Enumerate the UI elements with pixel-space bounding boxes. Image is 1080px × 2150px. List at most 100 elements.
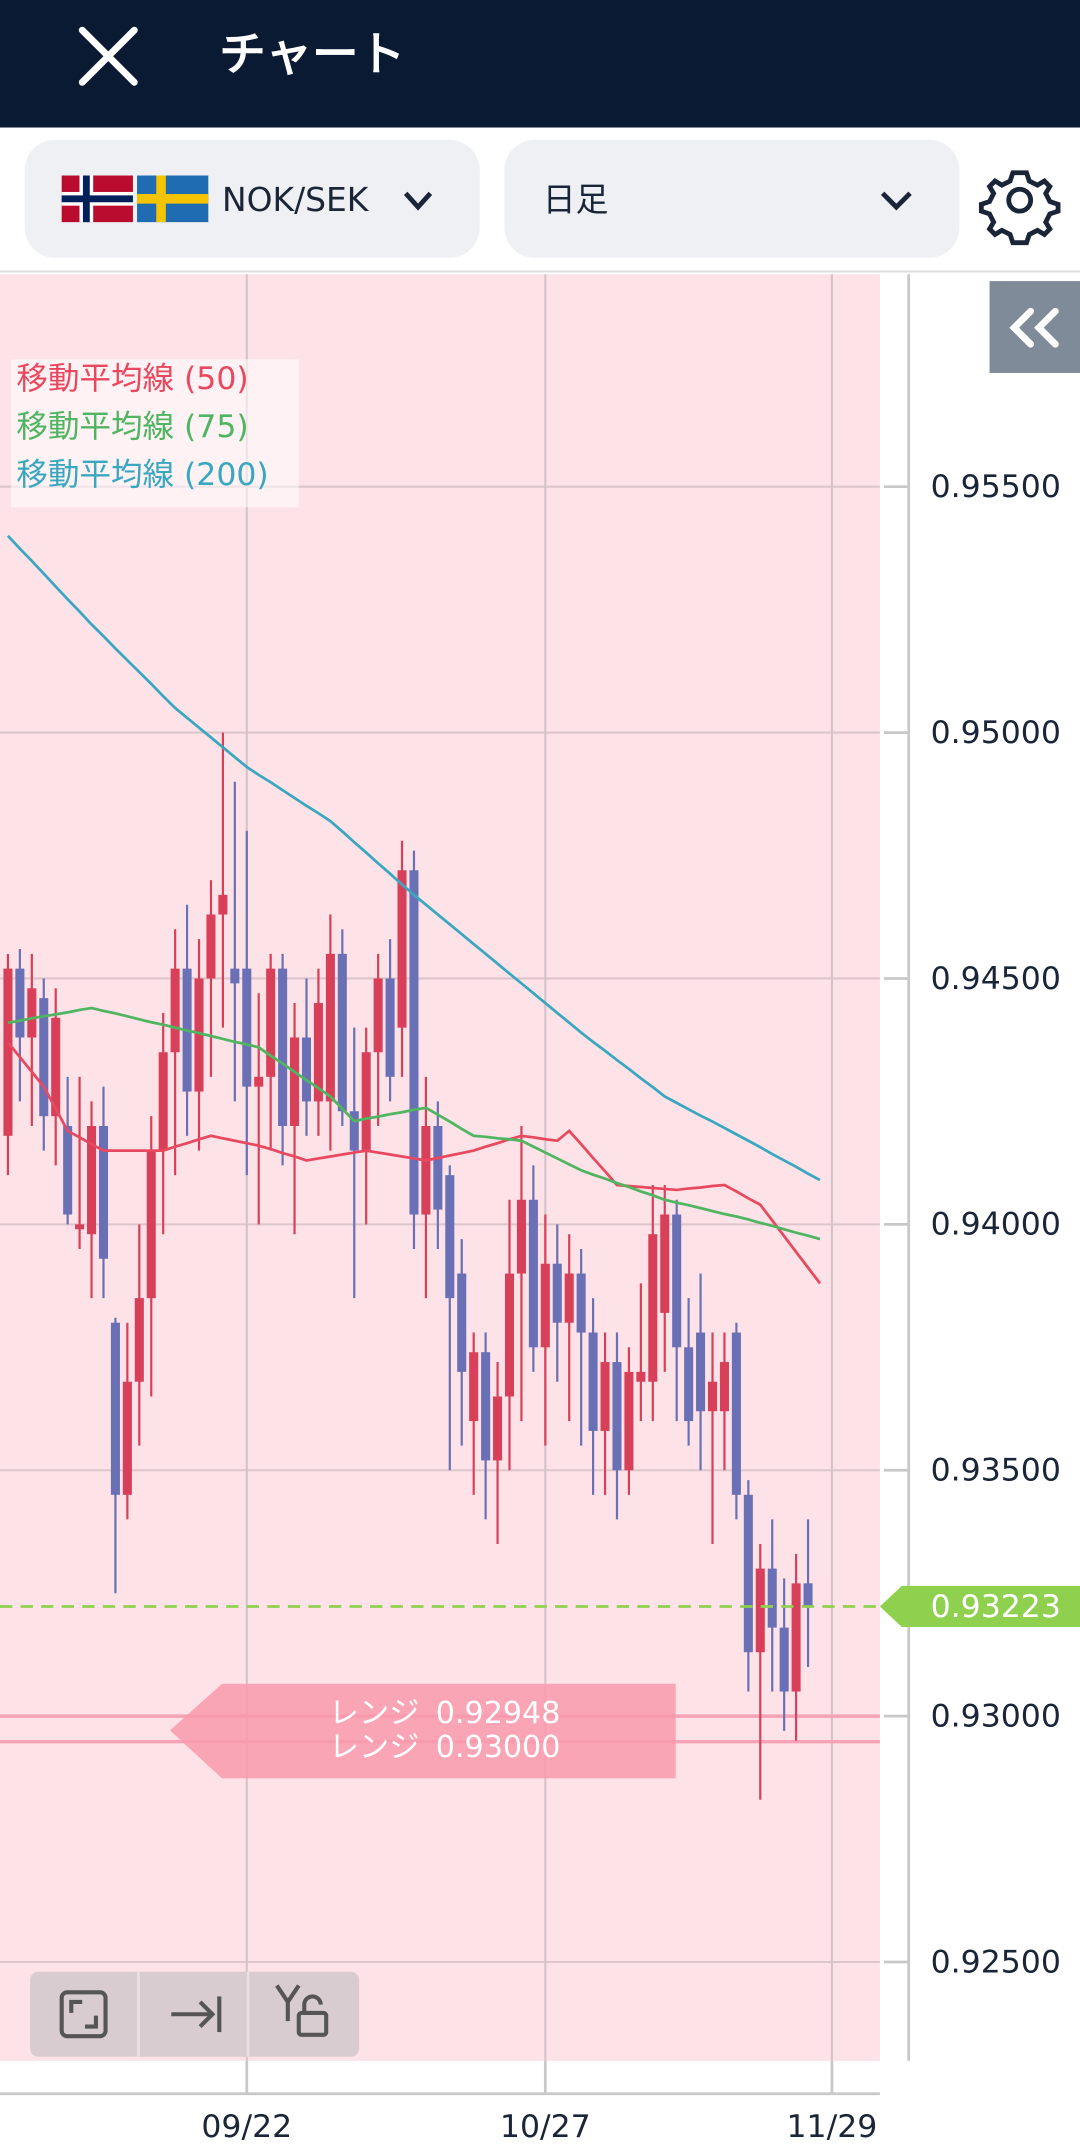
- header-title: チャート: [219, 27, 405, 81]
- candle-body: [361, 1052, 371, 1151]
- candle-body: [39, 998, 49, 1117]
- candle-body: [254, 1076, 264, 1087]
- candle-body: [409, 870, 419, 1215]
- candle-body: [600, 1362, 610, 1431]
- legend-entry: 移動平均線 (75): [16, 409, 248, 445]
- candle-body: [242, 968, 252, 1087]
- y-tick-label: 0.95500: [931, 469, 1061, 505]
- scroll-end-button[interactable]: [171, 1996, 222, 2033]
- candle-body: [3, 968, 13, 1136]
- range-value: 0.93000: [436, 1730, 561, 1765]
- range-name: レンジ: [329, 1695, 419, 1730]
- close-button[interactable]: [78, 26, 138, 86]
- legend: 移動平均線 (50) 移動平均線 (75) 移動平均線 (200): [16, 361, 268, 493]
- candle-body: [528, 1199, 538, 1348]
- candle-body: [576, 1273, 586, 1333]
- candle-body: [540, 1263, 550, 1348]
- candle-body: [373, 978, 383, 1053]
- timeframe-selector[interactable]: [504, 139, 960, 258]
- candle-body: [75, 1224, 85, 1230]
- collapse-icon: [1009, 307, 1059, 348]
- candle-body: [696, 1332, 706, 1412]
- range-value: 0.92948: [436, 1695, 561, 1730]
- candle-body: [743, 1494, 753, 1653]
- candle-body: [719, 1362, 729, 1412]
- y-tick-label: 0.92500: [931, 1944, 1061, 1980]
- candle-body: [218, 894, 228, 915]
- candle-body: [301, 1037, 312, 1102]
- candle-body: [493, 1396, 503, 1461]
- candle-body: [421, 1125, 431, 1215]
- candle-body: [731, 1332, 741, 1495]
- candle-body: [63, 1125, 73, 1215]
- candle-body: [481, 1352, 491, 1461]
- y-tick-label: 0.93000: [931, 1699, 1061, 1735]
- candle-body: [349, 1111, 359, 1151]
- legend-box: [10, 359, 299, 508]
- y-lock-button[interactable]: [275, 1984, 329, 2037]
- candle-body: [385, 978, 395, 1077]
- x-tick-label: 10/27: [500, 2109, 591, 2145]
- candle-body: [803, 1583, 813, 1607]
- y-tick-label: 0.95000: [931, 715, 1061, 751]
- candle-body: [15, 968, 25, 1038]
- chevron: [403, 191, 433, 211]
- candle-body: [588, 1332, 598, 1431]
- candle-body: [767, 1568, 777, 1628]
- plot: 0.95500 0.95000 0.94500 0.94000 0.93500 0.930…: [0, 274, 1080, 2145]
- candle-body: [660, 1214, 670, 1313]
- y-tick-label: 0.94000: [931, 1207, 1061, 1243]
- ma-line: [7, 1006, 821, 1241]
- ma-line: [6, 534, 821, 1182]
- candle-body: [134, 1298, 144, 1382]
- settings-button[interactable]: [978, 170, 1061, 246]
- candle-body: [230, 968, 240, 984]
- candle-body: [313, 1003, 323, 1102]
- current-price-tag: [879, 1585, 1080, 1628]
- y-tick-label: 0.94500: [931, 961, 1061, 997]
- candle-body: [457, 1273, 467, 1372]
- fit-button[interactable]: [59, 1990, 108, 2039]
- x-tick-label: 09/22: [201, 2109, 292, 2145]
- flag-norway: [61, 175, 133, 223]
- range-label: レンジ 0.93000: [329, 1730, 560, 1765]
- candle-body: [325, 953, 335, 1102]
- ma-line: [6, 1041, 822, 1285]
- chevron: [880, 191, 912, 211]
- header-bar: [0, 0, 1080, 128]
- candle-body: [290, 1037, 300, 1126]
- x-tick-label: 11/29: [787, 2109, 878, 2145]
- legend-entry: 移動平均線 (50): [16, 361, 248, 397]
- candle-body: [278, 968, 288, 1126]
- y-tick-label: 0.93500: [931, 1453, 1061, 1489]
- candle-body: [433, 1125, 443, 1210]
- candle-body: [564, 1273, 574, 1323]
- candle-body: [194, 978, 204, 1092]
- current-price-label: 0.93223: [931, 1589, 1061, 1625]
- candle-body: [469, 1352, 479, 1422]
- range-label: レンジ 0.92948: [329, 1695, 560, 1730]
- candle-body: [337, 953, 347, 1112]
- candle-body: [791, 1583, 801, 1692]
- range-label-box: [169, 1683, 676, 1779]
- candle-body: [206, 914, 216, 979]
- candle-body: [672, 1214, 682, 1348]
- candle-body: [146, 1150, 156, 1299]
- candle-body: [98, 1125, 109, 1259]
- candle-body: [51, 1017, 61, 1117]
- candle-body: [504, 1273, 515, 1397]
- candle-body: [158, 1052, 168, 1151]
- candle-body: [266, 968, 276, 1077]
- candle-body: [397, 870, 407, 1028]
- candle-body: [516, 1199, 526, 1274]
- candle-body: [170, 968, 180, 1053]
- candle-body: [27, 988, 37, 1038]
- pair-selector[interactable]: [24, 139, 480, 258]
- candle-body: [684, 1347, 694, 1422]
- pair-label: NOK/SEK: [222, 180, 370, 219]
- candle-body: [707, 1381, 718, 1412]
- candle-body: [636, 1371, 646, 1382]
- flag-sweden: [137, 175, 209, 223]
- candle-body: [755, 1568, 765, 1653]
